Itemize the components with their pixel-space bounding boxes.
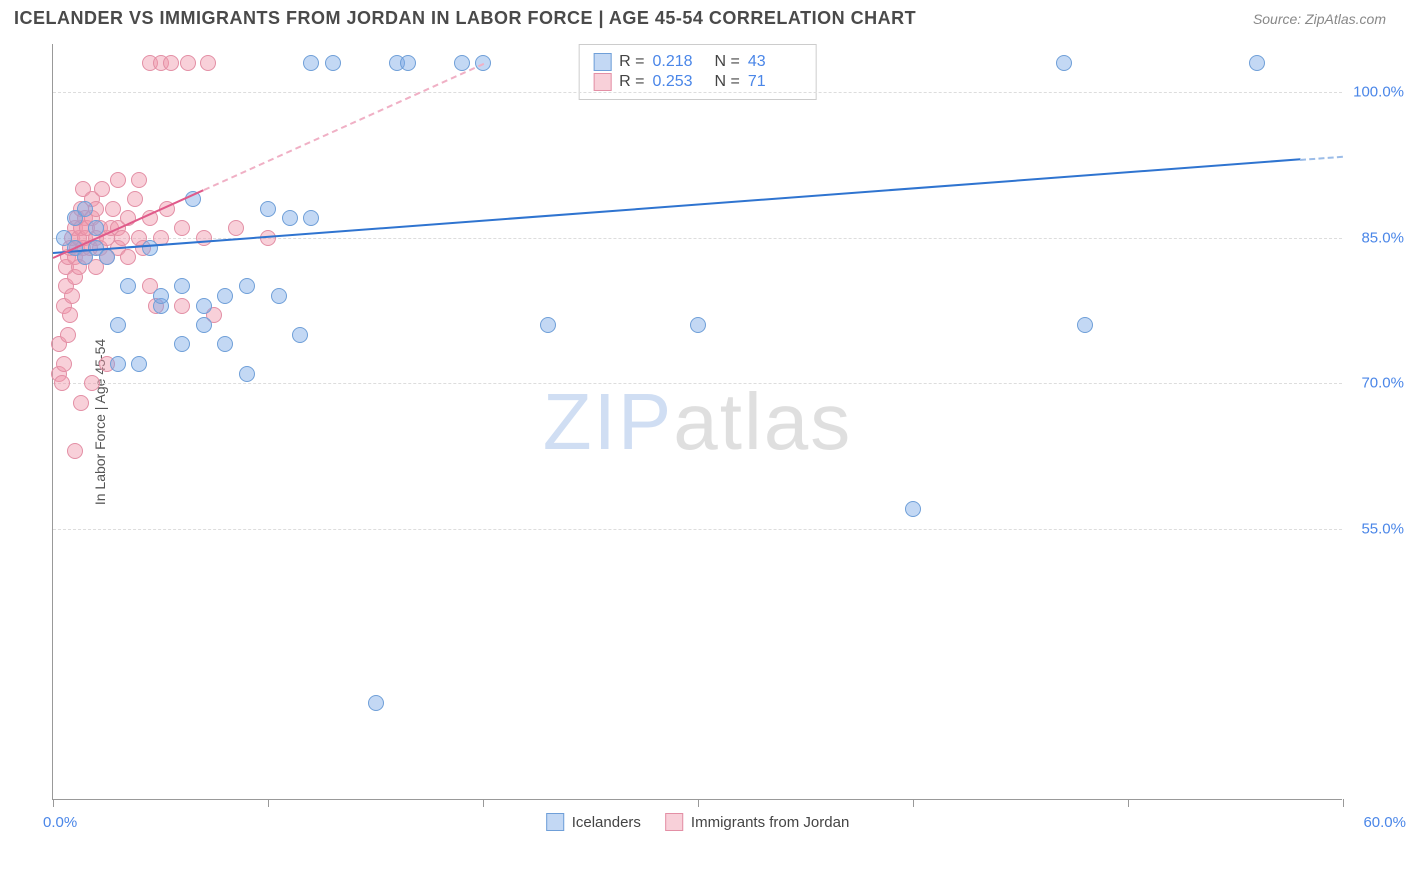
data-point — [67, 443, 83, 459]
x-tick — [913, 799, 914, 807]
data-point — [1249, 55, 1265, 71]
chart-header: ICELANDER VS IMMIGRANTS FROM JORDAN IN L… — [0, 0, 1406, 35]
data-point — [99, 249, 115, 265]
data-point — [131, 356, 147, 372]
data-point — [120, 278, 136, 294]
data-point — [94, 181, 110, 197]
legend-label-b: Immigrants from Jordan — [691, 814, 849, 831]
x-tick — [1128, 799, 1129, 807]
gridline — [53, 529, 1342, 530]
data-point — [127, 191, 143, 207]
data-point — [180, 55, 196, 71]
y-tick-label: 70.0% — [1361, 375, 1404, 392]
data-point — [142, 240, 158, 256]
x-tick — [698, 799, 699, 807]
r-value-b: 0.253 — [653, 73, 707, 91]
data-point — [271, 288, 287, 304]
data-point — [62, 307, 78, 323]
data-point — [260, 201, 276, 217]
x-tick — [1343, 799, 1344, 807]
data-point — [73, 395, 89, 411]
data-point — [282, 210, 298, 226]
x-tick — [268, 799, 269, 807]
data-point — [64, 288, 80, 304]
data-point — [110, 317, 126, 333]
chart-title: ICELANDER VS IMMIGRANTS FROM JORDAN IN L… — [14, 8, 916, 29]
data-point — [292, 327, 308, 343]
data-point — [131, 172, 147, 188]
data-point — [84, 375, 100, 391]
r-value-a: 0.218 — [653, 53, 707, 71]
data-point — [217, 288, 233, 304]
legend-item-a: Icelanders — [546, 813, 641, 831]
y-tick-label: 85.0% — [1361, 229, 1404, 246]
chart-source: Source: ZipAtlas.com — [1253, 11, 1386, 27]
scatter-chart: In Labor Force | Age 45-54 ZIPatlas R = … — [52, 44, 1342, 800]
data-point — [1056, 55, 1072, 71]
legend-label-a: Icelanders — [572, 814, 641, 831]
gridline — [53, 383, 1342, 384]
series-legend: Icelanders Immigrants from Jordan — [546, 813, 850, 831]
data-point — [325, 55, 341, 71]
data-point — [54, 375, 70, 391]
swatch-icelanders-icon — [546, 813, 564, 831]
data-point — [1077, 317, 1093, 333]
r-label: R = — [619, 53, 644, 71]
x-axis-max-label: 60.0% — [1363, 814, 1406, 831]
data-point — [56, 356, 72, 372]
data-point — [196, 317, 212, 333]
legend-row-a: R = 0.218 N = 43 — [593, 53, 802, 71]
data-point — [153, 288, 169, 304]
data-point — [77, 201, 93, 217]
data-point — [196, 230, 212, 246]
data-point — [540, 317, 556, 333]
swatch-icelanders-icon — [593, 53, 611, 71]
data-point — [200, 55, 216, 71]
data-point — [110, 356, 126, 372]
swatch-jordan-icon — [593, 73, 611, 91]
data-point — [174, 336, 190, 352]
data-point — [239, 366, 255, 382]
data-point — [217, 336, 233, 352]
data-point — [174, 278, 190, 294]
watermark: ZIPatlas — [543, 376, 852, 468]
data-point — [60, 327, 76, 343]
n-value-b: 71 — [748, 73, 802, 91]
trend-line-dashed — [203, 63, 483, 191]
data-point — [368, 695, 384, 711]
watermark-part1: ZIP — [543, 377, 673, 466]
x-axis-min-label: 0.0% — [43, 814, 77, 831]
y-tick-label: 55.0% — [1361, 520, 1404, 537]
data-point — [114, 230, 130, 246]
data-point — [303, 210, 319, 226]
data-point — [400, 55, 416, 71]
data-point — [905, 501, 921, 517]
data-point — [303, 55, 319, 71]
data-point — [239, 278, 255, 294]
n-value-a: 43 — [748, 53, 802, 71]
data-point — [105, 201, 121, 217]
data-point — [228, 220, 244, 236]
legend-item-b: Immigrants from Jordan — [665, 813, 849, 831]
data-point — [174, 220, 190, 236]
data-point — [174, 298, 190, 314]
x-tick — [483, 799, 484, 807]
data-point — [163, 55, 179, 71]
data-point — [196, 298, 212, 314]
n-label: N = — [715, 73, 740, 91]
n-label: N = — [715, 53, 740, 71]
data-point — [110, 172, 126, 188]
r-label: R = — [619, 73, 644, 91]
trend-line-dashed — [1300, 155, 1343, 160]
data-point — [120, 249, 136, 265]
gridline — [53, 92, 1342, 93]
legend-row-b: R = 0.253 N = 71 — [593, 73, 802, 91]
watermark-part2: atlas — [673, 377, 852, 466]
data-point — [690, 317, 706, 333]
x-tick — [53, 799, 54, 807]
swatch-jordan-icon — [665, 813, 683, 831]
y-tick-label: 100.0% — [1353, 84, 1404, 101]
